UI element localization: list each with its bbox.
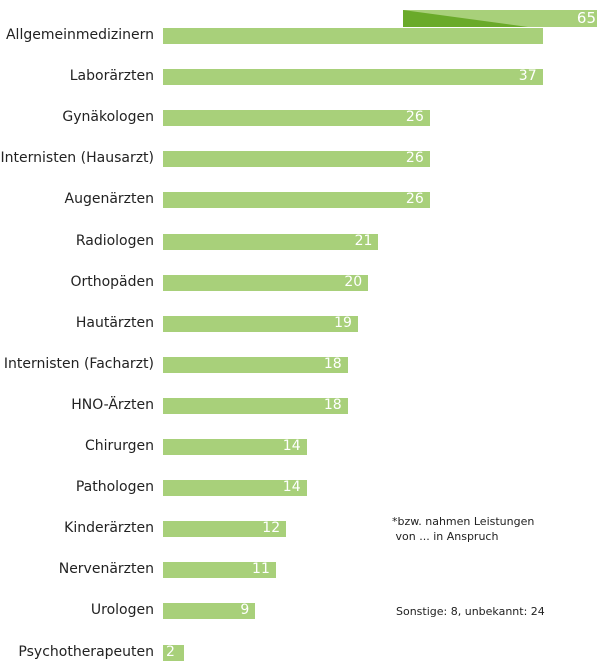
value-label: 21 (354, 232, 373, 249)
value-label: 11 (252, 561, 270, 578)
bar (163, 562, 276, 579)
bar (163, 151, 430, 168)
value-label: 12 (262, 520, 281, 537)
category-label: Pathologen (75, 479, 154, 496)
bar (163, 644, 184, 661)
bar (163, 274, 369, 291)
value-label: 14 (282, 479, 301, 496)
bar (163, 356, 348, 373)
category-label: Hautärzten (75, 314, 154, 331)
bar (163, 69, 543, 86)
footnote: *bzw. nahmen Leistungen von ... in Anspr… (392, 515, 535, 543)
bar (163, 192, 430, 209)
category-label: Chirurgen (84, 438, 154, 454)
value-label: 18 (323, 355, 342, 372)
value-label: 18 (323, 396, 342, 413)
category-label: Allgemeinmedizinern (5, 27, 154, 43)
value-label: 26 (405, 109, 424, 126)
category-label: Psychotherapeuten (18, 643, 154, 660)
value-label: 14 (282, 438, 301, 454)
bar-break-marker (403, 10, 528, 27)
bar (163, 28, 543, 44)
category-label: Laborärzten (69, 68, 154, 85)
category-label: Orthopäden (70, 273, 154, 290)
category-label: Augenärzten (64, 191, 154, 208)
value-label: 37 (518, 68, 537, 85)
category-label: Urologen (90, 602, 154, 619)
value-label: 65 (576, 9, 596, 27)
category-label: HNO-Ärzten (71, 396, 154, 413)
bar (163, 397, 348, 414)
value-label: 9 (240, 602, 250, 619)
category-label: Kinderärzten (64, 520, 154, 537)
bar (163, 521, 287, 538)
category-label: Internisten (Hausarzt) (0, 150, 154, 167)
value-label: 26 (405, 191, 424, 208)
category-label: Gynäkologen (62, 109, 154, 126)
category-label: Radiologen (75, 232, 154, 249)
bar (163, 110, 430, 127)
bar (163, 603, 256, 620)
bar-break-wedge (403, 10, 528, 27)
category-label: Internisten (Facharzt) (3, 355, 154, 372)
bar (163, 315, 358, 332)
other-counts-note: Sonstige: 8, unbekannt: 24 (396, 605, 545, 618)
bar (163, 233, 379, 250)
value-label: 2 (166, 643, 175, 660)
category-label: Nervenärzten (58, 561, 154, 578)
bar (163, 439, 307, 455)
value-label: 20 (344, 273, 363, 290)
value-label: 26 (405, 150, 424, 167)
value-label: 19 (334, 314, 352, 331)
bar (163, 480, 307, 497)
